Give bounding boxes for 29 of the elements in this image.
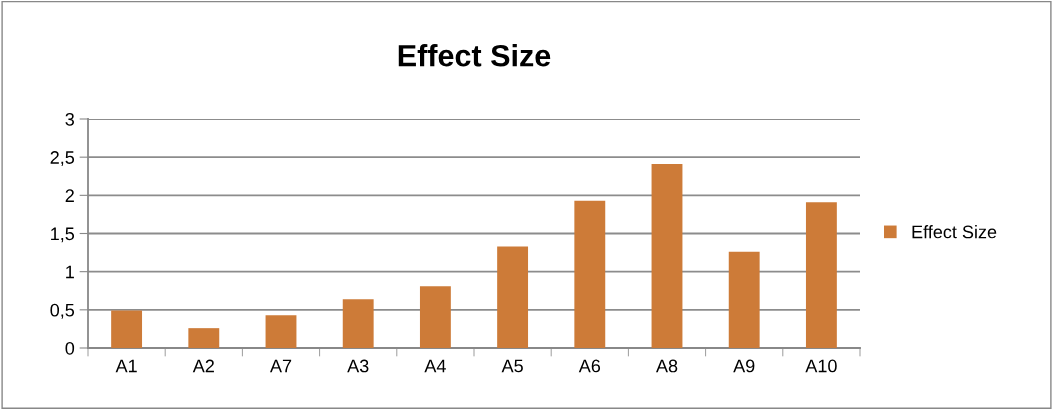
x-tick-label: A10 [805,359,837,373]
x-tick-label: A3 [347,359,369,373]
x-tick-label: A6 [578,359,601,373]
x-tick-label: A2 [192,359,214,373]
y-tick-label: 2 [65,189,74,202]
bar [419,286,451,348]
x-tick-label: A9 [733,359,755,373]
x-tick-label: A1 [115,359,137,373]
bar [497,246,529,348]
bar [265,315,297,348]
y-tick-label: 0,5 [50,303,75,319]
x-tick-label: A5 [501,359,523,373]
x-tick-label: A4 [424,359,446,373]
y-tick-label: 1 [66,265,74,279]
bar [111,310,143,348]
bar [728,251,760,348]
x-tick-label: A7 [269,359,292,373]
x-tick-label: A8 [655,359,678,373]
bar [188,328,220,348]
bar [651,164,683,348]
y-tick-label: 3 [65,112,75,126]
chart-title: Effect Size [398,44,551,67]
y-tick-label: 0 [65,341,75,355]
bar [574,200,606,348]
y-tick-label: 1,5 [51,227,75,243]
legend-label: Effect Size [912,225,997,239]
y-tick-label: 2,5 [50,151,75,167]
bar [805,202,837,348]
bar [342,299,374,348]
